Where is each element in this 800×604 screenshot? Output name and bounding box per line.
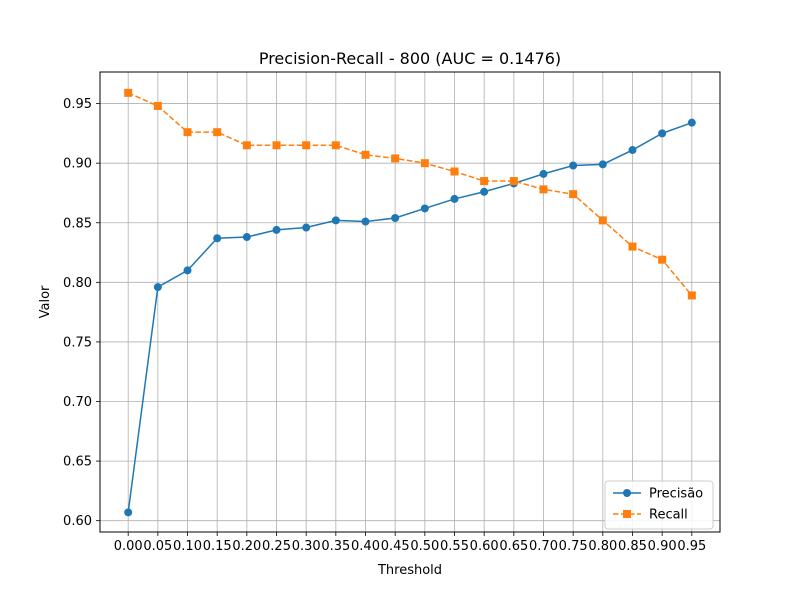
data-point [272,225,281,234]
data-point [420,204,429,213]
x-tick-label: 0.65 [499,539,528,554]
y-tick-label: 0.60 [63,514,92,529]
data-point [628,242,637,251]
tick-layer: 0.00 0.05 0.10 0.15 0.20 0.25 0.30 0.35 0.40 0.45… [63,97,706,554]
y-axis-label: Valor [38,285,53,318]
data-point [450,194,459,203]
data-point [420,159,429,168]
data-point [687,291,696,300]
data-point [331,141,340,150]
data-point [509,177,518,186]
data-point [539,169,548,178]
x-tick-label: 0.75 [559,539,588,554]
x-tick-label: 0.80 [588,539,617,554]
data-point [391,154,400,163]
data-point [183,128,192,137]
data-point [391,213,400,222]
data-point [183,266,192,275]
y-tick-label: 0.90 [63,157,92,172]
legend-marker [623,510,631,518]
data-point [242,141,251,150]
data-point [302,141,311,150]
legend: Precisão Recall [604,480,714,530]
data-point [153,283,162,292]
legend-label: Precisão [649,487,703,502]
x-tick-label: 0.25 [262,539,291,554]
x-tick-label: 0.05 [143,539,172,554]
data-point [658,255,667,264]
data-point [302,223,311,232]
data-point [361,217,370,226]
data-point [687,118,696,127]
x-tick-label: 0.00 [114,539,143,554]
data-point [628,146,637,155]
legend-label: Recall [649,508,688,523]
legend-marker [623,489,631,497]
x-axis-label: Threshold [377,563,442,578]
data-point [153,101,162,110]
x-tick-label: 0.20 [232,539,261,554]
chart-title: Precision-Recall - 800 (AUC = 0.1476) [259,49,561,68]
data-point [124,508,133,517]
series-line [127,92,693,296]
data-point [569,161,578,170]
x-tick-label: 0.85 [618,539,647,554]
x-tick-label: 0.15 [203,539,232,554]
x-tick-label: 0.35 [321,539,350,554]
x-tick-label: 0.45 [381,539,410,554]
data-point [658,129,667,138]
x-tick-label: 0.30 [292,539,321,554]
y-tick-label: 0.95 [63,97,92,112]
data-point [450,167,459,176]
x-tick-label: 0.95 [677,539,706,554]
data-point [361,150,370,159]
data-point [213,128,222,137]
y-tick-label: 0.70 [63,395,92,410]
y-tick-label: 0.75 [63,335,92,350]
x-tick-label: 0.50 [410,539,439,554]
x-tick-label: 0.90 [648,539,677,554]
data-point [569,190,578,199]
y-tick-label: 0.80 [63,276,92,291]
data-point [598,216,607,225]
x-tick-label: 0.70 [529,539,558,554]
data-point [598,160,607,169]
plot-frame [99,71,721,533]
series-line [127,121,693,513]
data-point [272,141,281,150]
x-tick-label: 0.60 [470,539,499,554]
x-tick-label: 0.40 [351,539,380,554]
data-point [124,88,133,97]
data-point [242,233,251,242]
y-tick-label: 0.85 [63,216,92,231]
grid-layer [100,72,720,532]
series-layer [124,88,696,517]
data-point [213,234,222,243]
x-tick-label: 0.10 [173,539,202,554]
y-tick-label: 0.65 [63,455,92,470]
data-point [539,185,548,194]
data-point [480,187,489,196]
x-tick-label: 0.55 [440,539,469,554]
data-point [331,216,340,225]
data-point [480,177,489,186]
